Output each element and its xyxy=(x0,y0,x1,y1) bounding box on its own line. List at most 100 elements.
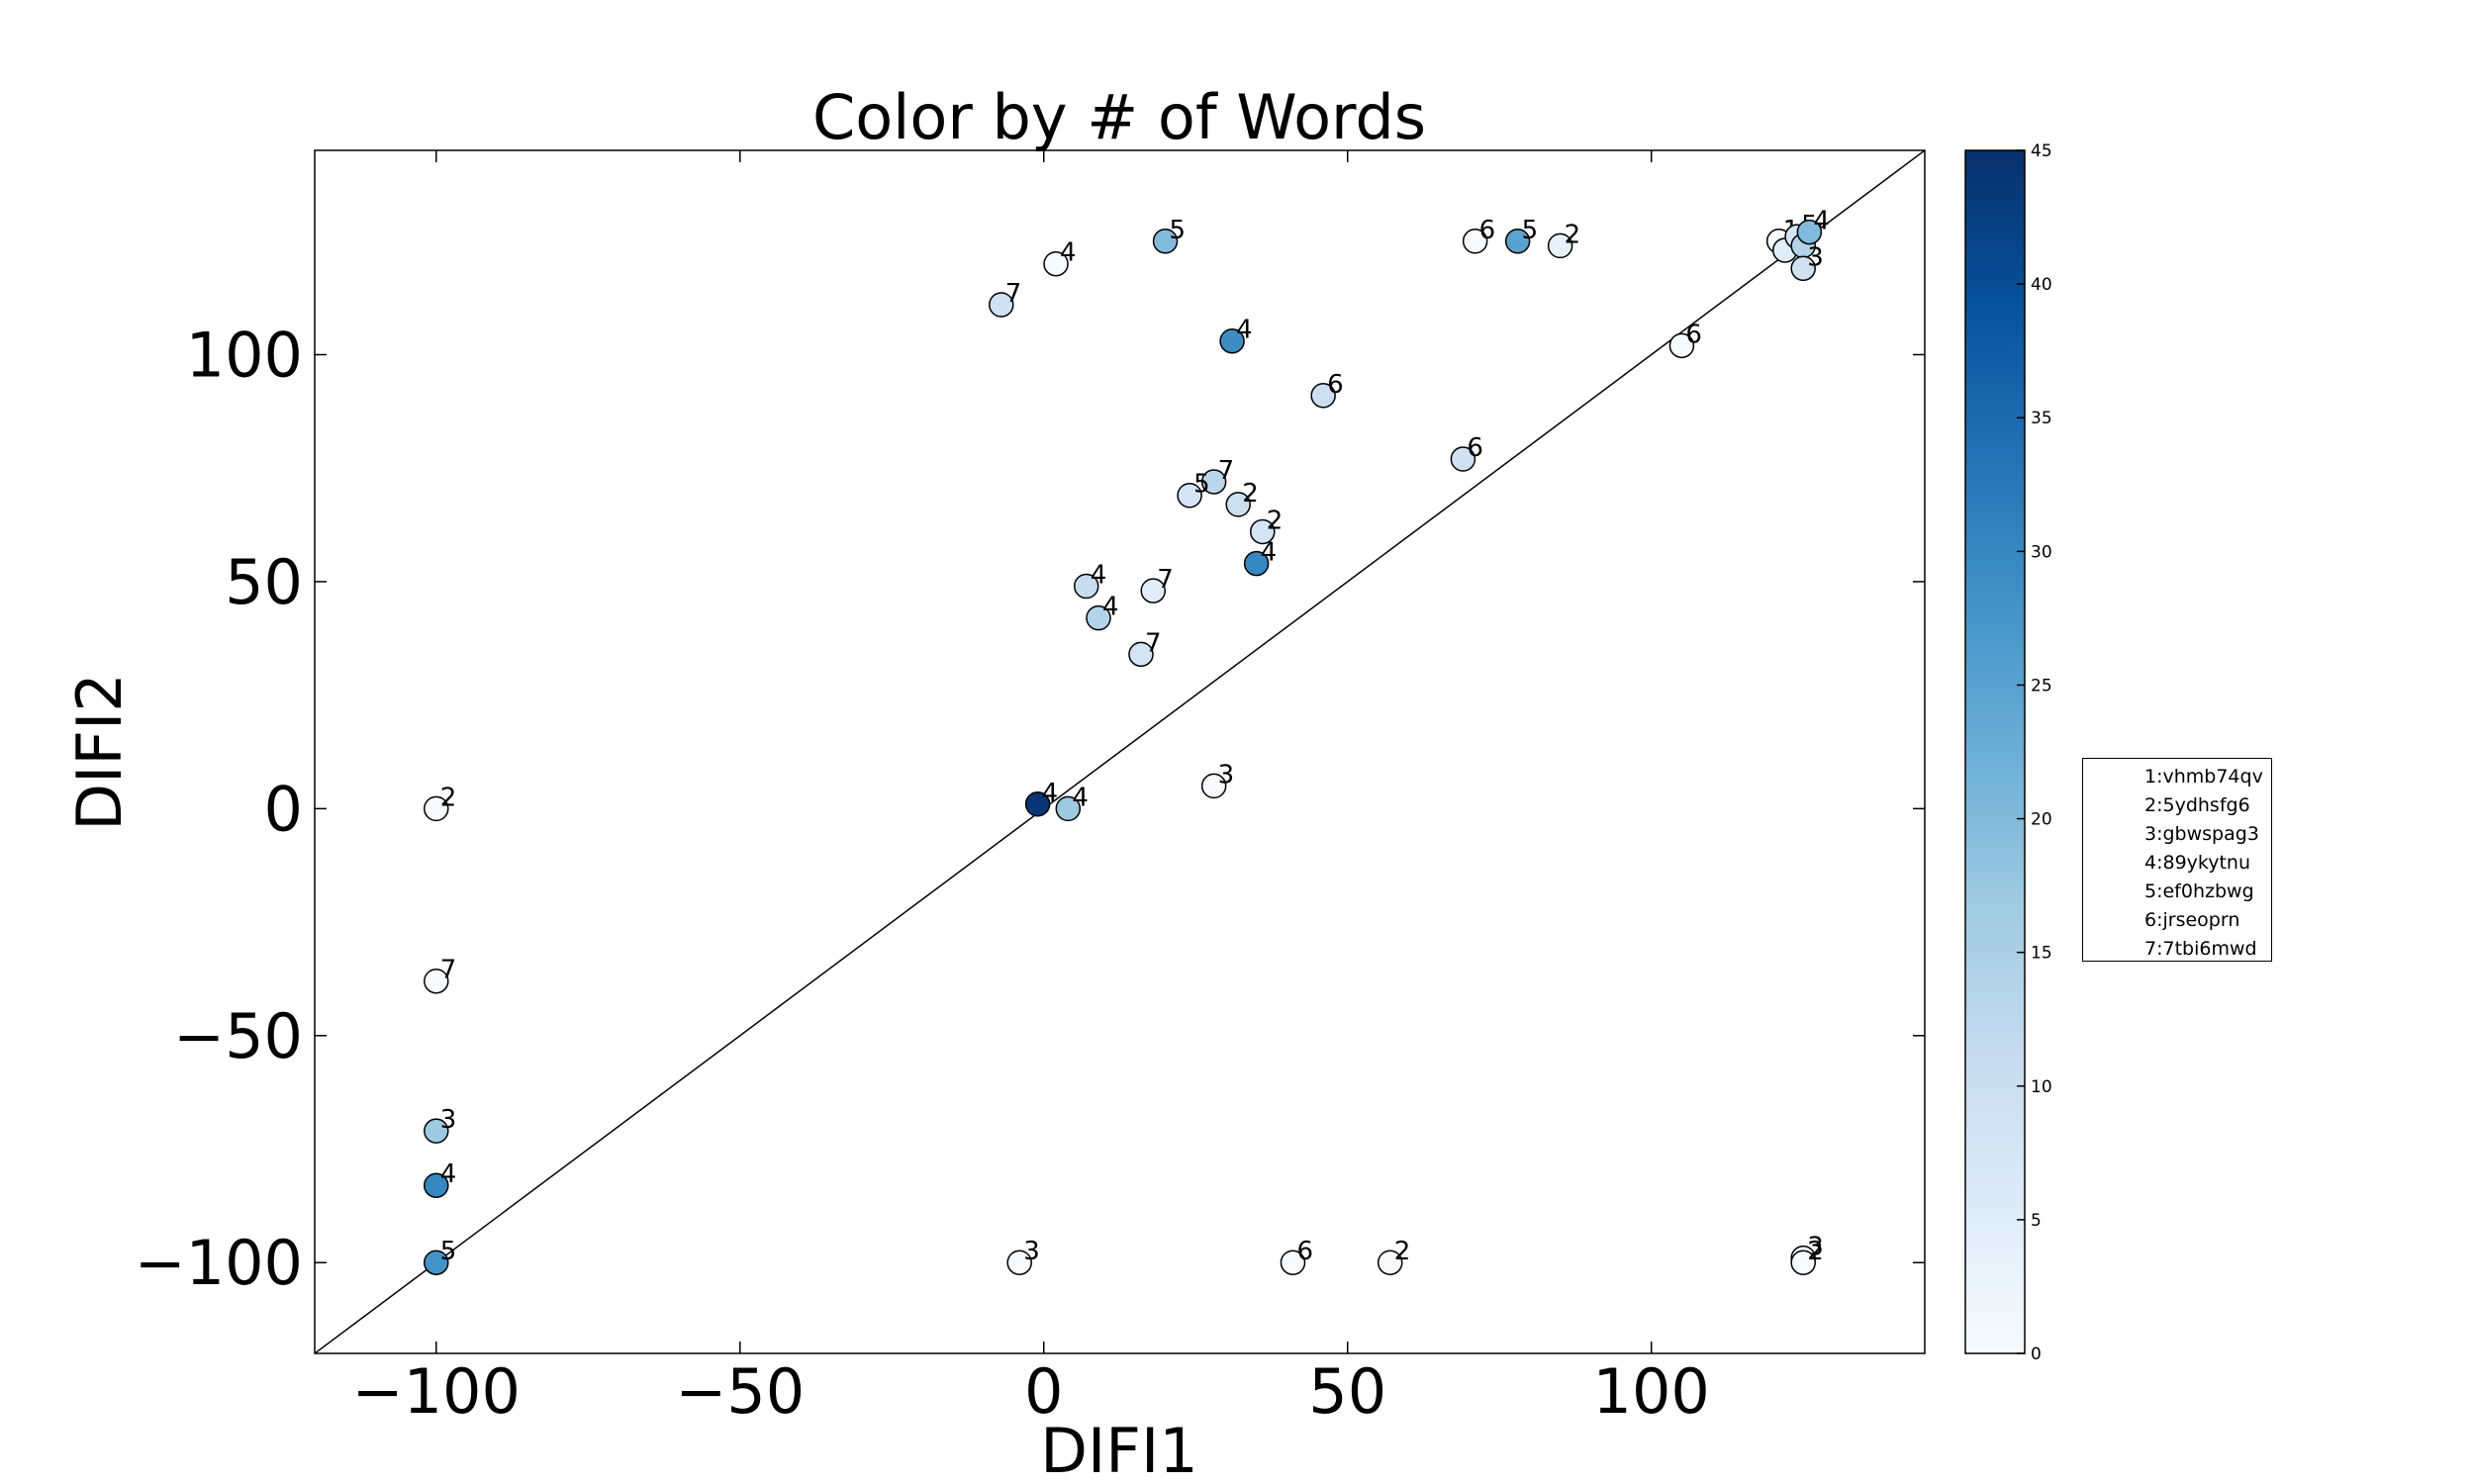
data-point xyxy=(1243,550,1270,577)
data-point xyxy=(424,1172,449,1198)
y-tick-label: 100 xyxy=(186,319,303,391)
point-label: 4 xyxy=(1091,561,1107,591)
point-label: 4 xyxy=(1236,316,1253,345)
data-point xyxy=(1450,446,1476,472)
data-point xyxy=(1280,1250,1306,1275)
point-label: 5 xyxy=(1522,216,1539,245)
point-label: 2 xyxy=(1807,1237,1824,1266)
data-point xyxy=(1462,229,1488,254)
data-point xyxy=(1790,1250,1816,1275)
data-point xyxy=(1377,1250,1403,1275)
colorbar xyxy=(1964,149,2026,1354)
data-point xyxy=(1177,482,1202,509)
point-label: 2 xyxy=(1394,1237,1411,1266)
data-point xyxy=(1310,383,1336,409)
data-point xyxy=(1006,1250,1032,1275)
point-label: 6 xyxy=(1327,370,1344,400)
data-point xyxy=(1152,229,1179,254)
point-label: 4 xyxy=(1042,779,1059,808)
legend-entry: 7:7tbi6mwd xyxy=(2144,938,2257,960)
point-label: 4 xyxy=(1060,238,1077,268)
colorbar-tick-label: 30 xyxy=(2031,542,2052,562)
data-point xyxy=(1250,518,1276,545)
point-label: 7 xyxy=(1005,279,1022,309)
point-label: 6 xyxy=(1296,1237,1313,1266)
point-label: 7 xyxy=(1145,628,1162,658)
data-point xyxy=(1055,795,1082,822)
data-point xyxy=(1219,327,1245,354)
x-tick-label: −100 xyxy=(352,1355,521,1428)
data-point xyxy=(1200,469,1227,495)
legend-entry: 2:5ydhsfg6 xyxy=(2144,794,2250,816)
point-label: 3 xyxy=(1218,760,1235,789)
point-label: 4 xyxy=(1261,538,1278,568)
legend-entry: 5:ef0hzbwg xyxy=(2144,881,2254,902)
point-label: 2 xyxy=(440,783,457,812)
point-label: 4 xyxy=(1072,783,1089,812)
colorbar-tick-label: 20 xyxy=(2031,810,2052,830)
data-point xyxy=(1547,232,1573,259)
data-point xyxy=(424,1250,449,1275)
data-point xyxy=(1086,604,1111,631)
data-point xyxy=(424,1118,449,1144)
point-label: 3 xyxy=(440,1105,457,1135)
point-label: 4 xyxy=(440,1159,457,1189)
data-point xyxy=(1504,229,1531,254)
x-tick-label: 50 xyxy=(1308,1355,1386,1428)
point-label: 6 xyxy=(1685,320,1702,349)
x-tick-label: 100 xyxy=(1593,1355,1710,1428)
point-label: 4 xyxy=(1102,593,1119,622)
legend: 1:vhmb74qv 2:5ydhsfg6 3:gbwspag3 4:89ykytnu… xyxy=(2082,758,2272,962)
colorbar-tick-label: 45 xyxy=(2031,141,2052,161)
x-tick-label: −50 xyxy=(675,1355,805,1428)
colorbar-tick-label: 15 xyxy=(2031,944,2052,964)
data-point xyxy=(1790,255,1816,282)
point-label: 3 xyxy=(1023,1237,1040,1266)
data-point xyxy=(424,968,449,994)
point-label: 5 xyxy=(1193,470,1210,500)
plot-frame xyxy=(314,149,1926,1354)
legend-entry: 4:89ykytnu xyxy=(2144,852,2251,874)
data-point xyxy=(1225,492,1251,517)
point-label: 2 xyxy=(1565,220,1581,249)
legend-entry: 1:vhmb74qv xyxy=(2144,766,2263,788)
point-label: 5 xyxy=(440,1237,457,1266)
colorbar-tick-label: 25 xyxy=(2031,676,2052,696)
data-point xyxy=(1668,332,1695,359)
point-label: 2 xyxy=(1242,479,1259,509)
data-point xyxy=(1073,573,1099,600)
point-label: 5 xyxy=(1170,216,1187,245)
data-point xyxy=(1140,578,1167,603)
colorbar-tick-label: 5 xyxy=(2031,1211,2042,1231)
point-label: 3 xyxy=(1807,242,1824,272)
point-label: 7 xyxy=(1157,565,1174,595)
legend-entry: 6:jrseoprn xyxy=(2144,909,2240,931)
x-tick-label: 0 xyxy=(1024,1355,1063,1428)
y-axis-label: DIFI2 xyxy=(63,673,136,830)
y-tick-label: 50 xyxy=(225,546,303,618)
point-label: 6 xyxy=(1479,216,1496,245)
colorbar-tick-label: 0 xyxy=(2031,1345,2042,1364)
point-label: 4 xyxy=(1813,207,1830,236)
y-tick-label: 0 xyxy=(264,773,303,845)
data-point xyxy=(1024,791,1051,817)
colorbar-tick-label: 40 xyxy=(2031,275,2052,295)
x-axis-label: DIFI1 xyxy=(1040,1415,1197,1484)
legend-entry: 3:gbwspag3 xyxy=(2144,823,2259,845)
point-label: 6 xyxy=(1467,433,1483,463)
colorbar-tick-label: 10 xyxy=(2031,1077,2052,1097)
colorbar-tick-label: 35 xyxy=(2031,409,2052,428)
data-point xyxy=(1796,219,1823,245)
y-tick-label: −100 xyxy=(135,1227,303,1299)
data-point xyxy=(1200,773,1227,799)
data-point xyxy=(989,292,1014,318)
data-point xyxy=(424,795,449,822)
reference-line xyxy=(315,150,1925,1353)
y-tick-label: −50 xyxy=(173,1000,303,1072)
data-point xyxy=(1043,250,1069,277)
data-point xyxy=(1128,641,1154,668)
point-label: 7 xyxy=(440,956,457,985)
point-label: 2 xyxy=(1267,506,1284,535)
chart-title: Color by # of Words xyxy=(812,81,1426,153)
